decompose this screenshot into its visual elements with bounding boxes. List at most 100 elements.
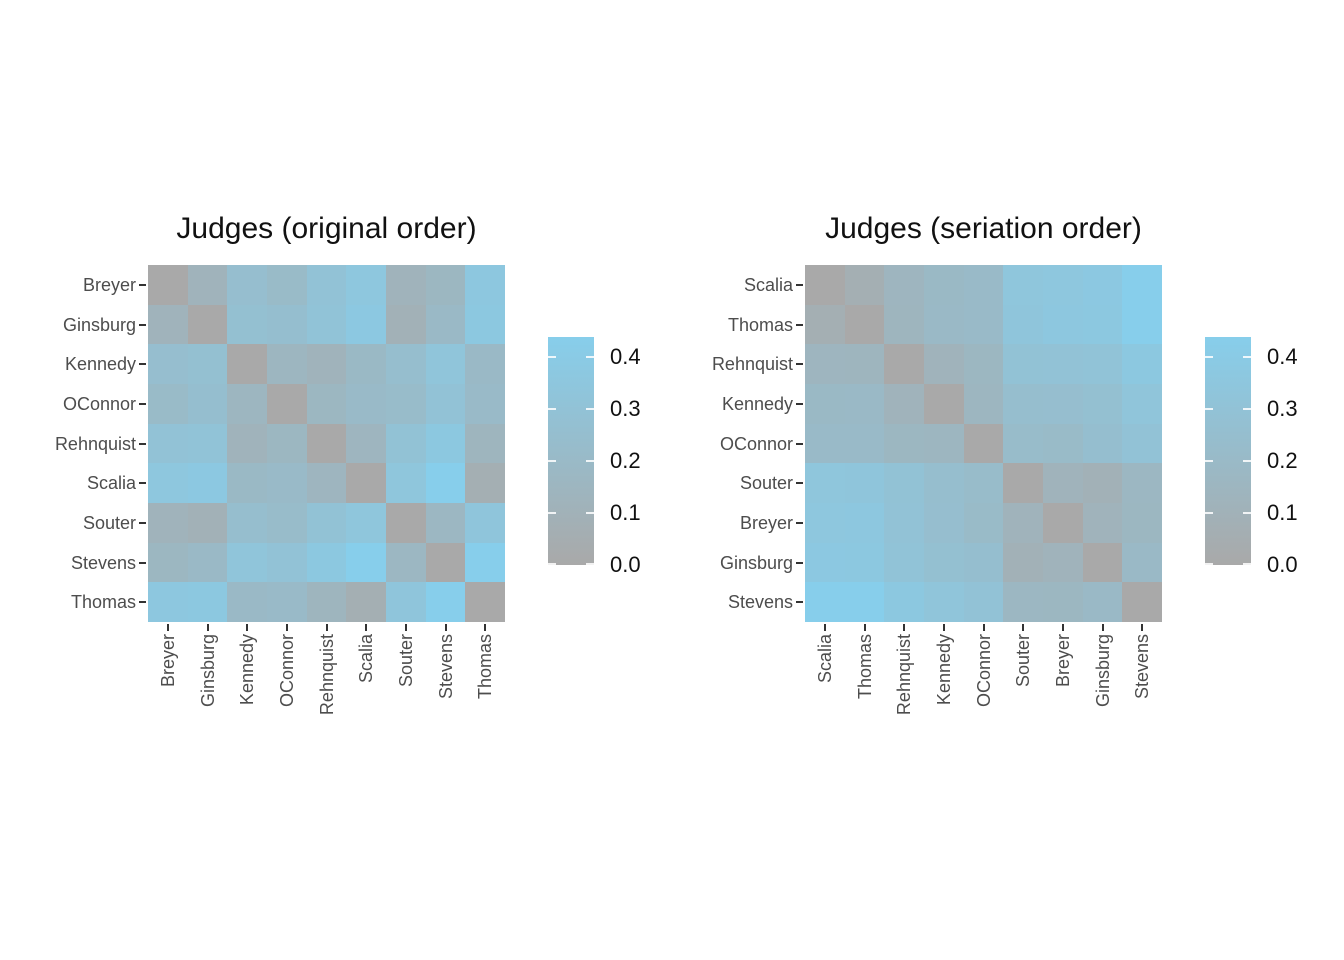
heatmap-cell (1082, 503, 1123, 543)
x-axis-tick (982, 624, 985, 631)
x-axis-label: Breyer (157, 634, 178, 688)
x-axis-tick (942, 624, 945, 631)
x-axis-tick (325, 624, 328, 631)
heatmap-cell (1003, 304, 1043, 345)
heatmap-cell (1043, 344, 1083, 384)
heatmap-cell (1082, 542, 1123, 583)
x-axis-tick (863, 624, 866, 631)
heatmap-cell (924, 503, 964, 543)
x-axis-label: Thomas (475, 634, 496, 700)
heatmap-cell (346, 344, 386, 384)
y-axis-tick (796, 482, 803, 485)
heatmap-cell (386, 582, 426, 622)
heatmap-cell (805, 265, 845, 305)
y-axis-label: Breyer (82, 274, 136, 295)
legend-tick-label: 0.3 (1267, 396, 1298, 421)
heatmap-cell (465, 423, 505, 464)
heatmap-cell (148, 384, 188, 424)
heatmap-cell (386, 503, 426, 543)
y-axis-tick (139, 323, 146, 326)
panel-title-seriation: Judges (seriation order) (825, 212, 1142, 245)
heatmap-cell (963, 423, 1004, 464)
heatmap-cell (844, 423, 885, 464)
heatmap-cell (386, 463, 426, 503)
heatmap-cell (844, 463, 885, 503)
heatmap-cell (227, 344, 267, 384)
heatmap-cell (425, 423, 466, 464)
legend-tick (586, 408, 594, 410)
y-axis-tick (796, 323, 803, 326)
heatmap-cell (924, 265, 964, 305)
legend-tick (1205, 563, 1213, 565)
heatmap-cell (924, 463, 964, 503)
heatmap-cell (1082, 265, 1123, 305)
heatmap-cell (267, 344, 307, 384)
heatmap-cell (425, 384, 466, 424)
heatmap-cell (963, 344, 1004, 384)
heatmap-cell (425, 304, 466, 345)
y-axis-label: Breyer (739, 512, 793, 533)
heatmap-cell (425, 463, 466, 503)
heatmap-cell (227, 582, 267, 622)
heatmap-cell (1082, 582, 1123, 622)
heatmap-cell (924, 304, 964, 345)
heatmap-cell (346, 463, 386, 503)
heatmap-cell (805, 542, 845, 583)
heatmap-cell (1082, 423, 1123, 464)
x-axis-label: Souter (1013, 634, 1034, 688)
heatmap-cell (963, 503, 1004, 543)
heatmap-cell (465, 582, 505, 622)
heatmap-cell (844, 265, 885, 305)
heatmap-cell (805, 344, 845, 384)
legend-tick-label: 0.3 (610, 396, 641, 421)
y-axis-tick (796, 561, 803, 564)
x-axis-tick (903, 624, 906, 631)
heatmap-cell (425, 582, 466, 622)
heatmap-cell (187, 344, 228, 384)
x-axis-tick (206, 624, 209, 631)
legend-tick (1243, 512, 1251, 514)
heatmap-cell (805, 384, 845, 424)
y-axis-tick (139, 482, 146, 485)
heatmap-cell (1043, 423, 1083, 464)
legend-tick-label: 0.0 (610, 552, 641, 577)
heatmap-cell (346, 503, 386, 543)
heatmap-cell (1003, 384, 1043, 424)
heatmap-cell (1043, 503, 1083, 543)
legend-tick (1243, 408, 1251, 410)
heatmap-cell (148, 503, 188, 543)
legend-tick (1205, 356, 1213, 359)
y-axis-tick (796, 363, 803, 366)
y-axis-tick (796, 402, 803, 405)
x-axis-tick (1141, 624, 1144, 631)
x-axis-tick (285, 624, 288, 631)
x-axis-label: Stevens (435, 634, 456, 700)
heatmap-cell (346, 582, 386, 622)
heatmap-cell (924, 582, 964, 622)
legend-tick (586, 460, 594, 462)
heatmap-cell (346, 304, 386, 345)
y-axis-label: OConnor (719, 433, 793, 454)
heatmap-cell (963, 582, 1004, 622)
heatmap-cell (1082, 384, 1123, 424)
heatmap-cell (884, 503, 924, 543)
heatmap-cell (187, 503, 228, 543)
y-axis-label: Stevens (70, 552, 136, 573)
x-axis-label: Souter (395, 634, 416, 688)
heatmap-cell (844, 542, 885, 583)
heatmap-cell (306, 423, 347, 464)
heatmap-cell (306, 265, 347, 305)
heatmap-cell (425, 344, 466, 384)
heatmap-cell (346, 423, 386, 464)
heatmap-cell (884, 542, 924, 583)
heatmap-cell (1043, 542, 1083, 583)
heatmap-cell (425, 542, 466, 583)
heatmap-cell (227, 423, 267, 464)
heatmap-cell (884, 344, 924, 384)
y-axis-label: Kennedy (721, 393, 793, 414)
x-axis-tick (404, 624, 407, 631)
heatmap-cell (1122, 463, 1162, 503)
y-axis-label: Thomas (727, 314, 793, 335)
heatmap-cell (1003, 582, 1043, 622)
heatmap-cell (386, 423, 426, 464)
